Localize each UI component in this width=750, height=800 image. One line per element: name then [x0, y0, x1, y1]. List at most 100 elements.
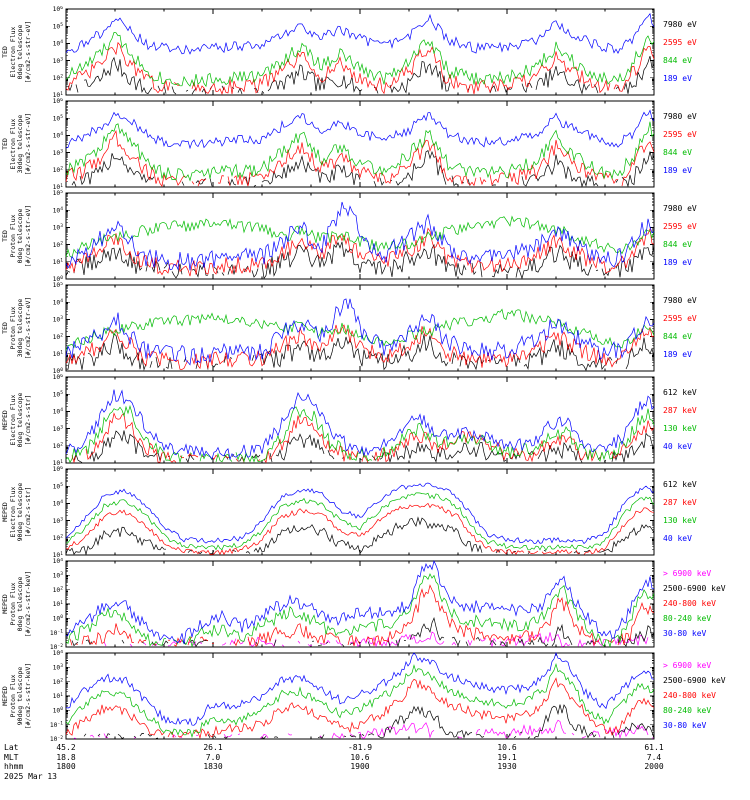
y-tick-label: 103 [53, 663, 64, 671]
panel-legend: 7980 eV 2595 eV 844 eV 189 eV [656, 98, 750, 190]
panel-legend: > 6900 keV 2500-6900 keV 240-800 keV 80-240… [656, 558, 750, 650]
y-tick-label: 102 [53, 534, 64, 542]
flux-trace-1 [65, 502, 654, 556]
panel-plot: 101 102 103 104 105 106 [53, 98, 655, 190]
legend-entry: > 6900 keV [663, 569, 712, 578]
x-tick-column-1930: 10.6 19.1 1930 [497, 743, 516, 772]
flux-trace-1 [83, 704, 655, 739]
y-tick-label: 104 [53, 558, 64, 565]
panel-axis-title: MEPED Electron Flux 0deg telescope [#/cm2-s… [0, 374, 34, 466]
legend-entry: 189 eV [663, 258, 692, 267]
legend-entry: 287 keV [663, 406, 697, 415]
flux-trace-1 [65, 324, 655, 370]
y-tick-label: 100 [53, 275, 64, 282]
legend-entry: 2595 eV [663, 38, 697, 47]
y-tick-label: 104 [53, 131, 64, 139]
y-tick-label: 103 [53, 424, 64, 432]
x-tick-value: 1930 [497, 762, 517, 771]
y-tick-label: 106 [53, 374, 64, 381]
y-tick-label: 101 [53, 91, 64, 98]
flux-trace-3 [65, 662, 655, 739]
y-tick-label: 103 [53, 148, 64, 156]
y-tick-label: 105 [53, 390, 64, 398]
y-tick-label: 103 [53, 56, 64, 64]
flux-trace-3 [65, 482, 655, 545]
y-tick-label: 105 [53, 22, 64, 30]
y-tick-label: 101 [53, 350, 64, 358]
flux-trace-1 [65, 227, 655, 277]
y-tick-label: 101 [53, 459, 64, 466]
axis-row-label-mlt: MLT [4, 752, 19, 762]
axis-row-label-hhmm: hhmm [4, 762, 24, 771]
y-tick-label: 102 [53, 585, 64, 593]
panel-ted-proton-0deg: TED Proton Flux 0deg telescope [#/cm2-s-str… [0, 190, 750, 282]
y-axis-ticks [66, 560, 654, 648]
x-tick-value: -81.9 [347, 743, 373, 752]
panel-axis-title: TED Electron Flux 0deg telescope [#/cm2-s-s… [0, 6, 34, 98]
legend-entry: 130 keV [663, 424, 697, 433]
panel-plot: 101 102 103 104 105 106 [53, 374, 655, 466]
legend-entry: 40 keV [663, 534, 692, 543]
panel-axis-title-text: MEPED Electron Flux 0deg telescope [#/cm2-s… [1, 392, 32, 448]
flux-trace-3 [65, 389, 655, 461]
y-tick-label: 101 [53, 600, 64, 608]
flux-trace-3 [65, 298, 655, 366]
y-tick-label: 102 [53, 677, 64, 685]
x-axis-ticks [65, 561, 655, 647]
x-tick-value: 26.1 [203, 743, 223, 752]
y-tick-label: 100 [53, 706, 64, 714]
panels-container: TED Electron Flux 0deg telescope [#/cm2-s-s… [0, 6, 750, 742]
flux-trace-3 [65, 12, 655, 55]
x-tick-value: 61.1 [644, 743, 664, 752]
y-tick-label: 104 [53, 499, 64, 507]
x-axis-ticks [65, 653, 655, 739]
legend-entry: 2595 eV [663, 130, 697, 139]
legend-entry: 844 eV [663, 332, 692, 341]
y-tick-label: 100 [53, 614, 64, 622]
legend-entry: 40 keV [663, 442, 692, 451]
flux-trace-0 [65, 241, 655, 280]
x-axis-ticks [65, 193, 655, 279]
panel-plot: 101 102 103 104 105 106 [53, 466, 655, 558]
flux-trace-1 [65, 41, 655, 95]
y-tick-label: 102 [53, 74, 64, 82]
panel-axis-title-text: TED Proton Flux 0deg telescope [#/cm2-s-str… [1, 204, 32, 268]
y-axis-ticks [66, 652, 654, 740]
x-tick-column-1800: 45.2 18.8 1800 [56, 743, 75, 772]
flux-trace-1 [65, 130, 655, 187]
y-tick-label: 106 [53, 98, 64, 105]
x-tick-column-1900: -81.9 10.6 1900 [348, 743, 372, 772]
x-tick-value: 1800 [56, 762, 76, 771]
panel-ted-electron-0deg: TED Electron Flux 0deg telescope [#/cm2-s-s… [0, 6, 750, 98]
legend-entry: 2500-6900 keV [663, 676, 726, 685]
legend-entry: 240-800 keV [663, 691, 716, 700]
y-tick-label: 103 [53, 223, 64, 231]
legend-entry: 30-80 keV [663, 629, 707, 638]
y-tick-label: 10-1 [50, 720, 63, 728]
y-tick-label: 101 [53, 692, 64, 700]
legend-entry: 2595 eV [663, 222, 697, 231]
panel-plot: 10-2 10-1 100 101 102 103 104 [50, 558, 655, 650]
y-axis-ticks [66, 192, 654, 280]
x-tick-value: 1900 [350, 762, 370, 771]
legend-entry: 844 eV [663, 148, 692, 157]
flux-trace-3 [65, 201, 655, 271]
x-tick-value: 7.0 [205, 752, 221, 762]
legend-entry: 189 eV [663, 74, 692, 83]
flux-trace-2 [65, 404, 655, 464]
y-tick-label: 103 [53, 571, 64, 579]
x-tick-column-1830: 26.1 7.0 1830 [203, 743, 222, 772]
panel-meped-electron-90deg: MEPED Electron Flux 90deg telescope [#/cm2-… [0, 466, 750, 558]
flux-trace-1 [71, 616, 655, 648]
panel-legend: 7980 eV 2595 eV 844 eV 189 eV [656, 6, 750, 98]
legend-entry: 80-240 keV [663, 614, 712, 623]
legend-entry: 7980 eV [663, 296, 697, 305]
flux-trace-0 [71, 149, 655, 188]
legend-entry: 844 eV [663, 56, 692, 65]
panel-meped-proton-0deg: MEPED Proton Flux 0deg telescope [#/cm2-s-s… [0, 558, 750, 650]
legend-entry: 80-240 keV [663, 706, 712, 715]
legend-entry: > 6900 keV [663, 661, 712, 670]
x-axis-ticks [65, 377, 655, 463]
y-tick-label: 106 [53, 466, 64, 473]
